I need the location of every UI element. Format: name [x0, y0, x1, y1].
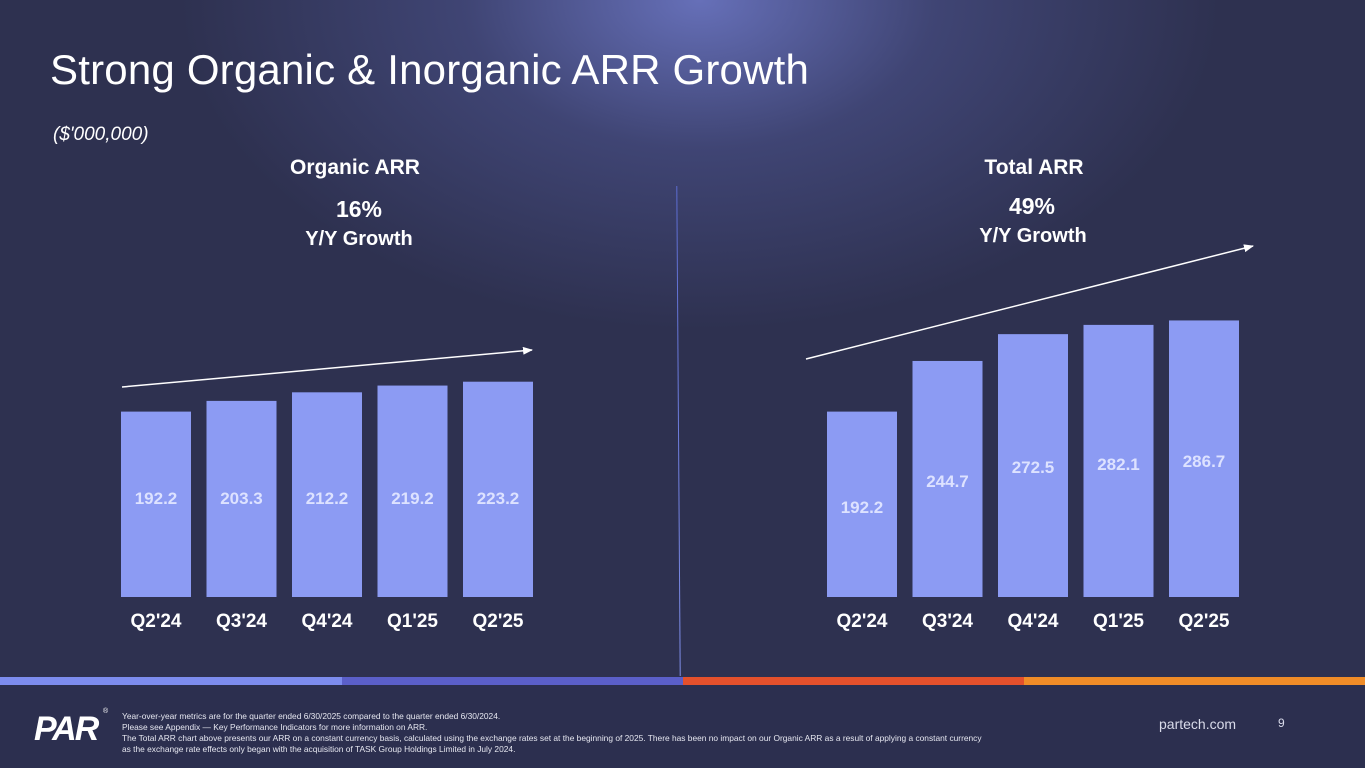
organic-x-tick-3: Q4'24	[302, 611, 353, 632]
total-growth-arrow	[805, 244, 1254, 360]
organic-bar-3	[292, 392, 362, 597]
total-x-tick-2: Q3'24	[922, 611, 973, 632]
total-bar-4	[1083, 324, 1154, 597]
organic-value-label-5: 223.2	[477, 489, 520, 508]
website-link[interactable]: partech.com	[1159, 716, 1237, 732]
organic-bar-4	[377, 385, 448, 597]
total-value-label-5: 286.7	[1183, 452, 1226, 471]
total-value-label-1: 192.2	[841, 498, 884, 517]
footnote-line-4: as the exchange rate effects only began …	[122, 744, 516, 754]
total-bar-5	[1169, 320, 1239, 597]
total-x-tick-3: Q4'24	[1008, 611, 1059, 632]
organic-bar-5	[463, 381, 533, 597]
total-arr-title: Total ARR	[984, 156, 1084, 179]
total-value-label-2: 244.7	[926, 472, 969, 491]
organic-growth-arrow	[121, 346, 533, 388]
slide-title: Strong Organic & Inorganic ARR Growth	[50, 46, 810, 93]
color-strip-indigo	[342, 677, 683, 685]
total-arr-growth-label: Y/Y Growth	[979, 225, 1087, 247]
total-bar-2	[912, 360, 983, 597]
par-logo: PAR	[34, 710, 99, 748]
organic-arr-growth-value: 16%	[335, 196, 383, 222]
total-arr-growth-value: 49%	[1008, 193, 1056, 219]
footnote-line-3: The Total ARR chart above presents our A…	[122, 733, 982, 743]
organic-bar-2	[206, 400, 277, 597]
total-value-label-3: 272.5	[1012, 458, 1055, 477]
total-bar-3	[998, 334, 1068, 597]
total-bar-1	[827, 411, 897, 597]
total-arr-chart: 192.2 Q2'24 244.7 Q3'24 272.5 Q4'24 282.1 Q1'25…	[827, 320, 1239, 632]
organic-arr-title: Organic ARR	[290, 156, 420, 179]
total-x-tick-4: Q1'25	[1093, 611, 1144, 632]
footnote-line-2: Please see Appendix — Key Performance In…	[122, 722, 428, 732]
organic-x-tick-1: Q2'24	[131, 611, 182, 632]
organic-value-label-4: 219.2	[391, 489, 434, 508]
organic-x-tick-2: Q3'24	[216, 611, 267, 632]
organic-bar-1	[121, 411, 191, 597]
organic-x-tick-4: Q1'25	[387, 611, 438, 632]
organic-value-label-2: 203.3	[220, 489, 263, 508]
organic-arr-chart: 192.2 Q2'24 203.3 Q3'24 212.2 Q4'24 219.2 Q1'25…	[121, 381, 533, 632]
total-x-tick-5: Q2'25	[1179, 611, 1230, 632]
total-value-label-4: 282.1	[1097, 455, 1140, 474]
footnote-line-1: Year-over-year metrics are for the quart…	[122, 711, 501, 721]
organic-value-label-3: 212.2	[306, 489, 349, 508]
par-logo-registered-mark: ®	[103, 708, 109, 715]
color-strip-orange	[1024, 677, 1365, 685]
units-label: ($'000,000)	[53, 124, 149, 145]
footer	[0, 685, 1365, 768]
page-number: 9	[1278, 716, 1285, 730]
organic-x-tick-5: Q2'25	[473, 611, 524, 632]
color-strip-blue	[0, 677, 342, 685]
organic-arr-growth-label: Y/Y Growth	[305, 228, 413, 250]
total-x-tick-1: Q2'24	[837, 611, 888, 632]
organic-value-label-1: 192.2	[135, 489, 178, 508]
color-strip-red	[683, 677, 1024, 685]
